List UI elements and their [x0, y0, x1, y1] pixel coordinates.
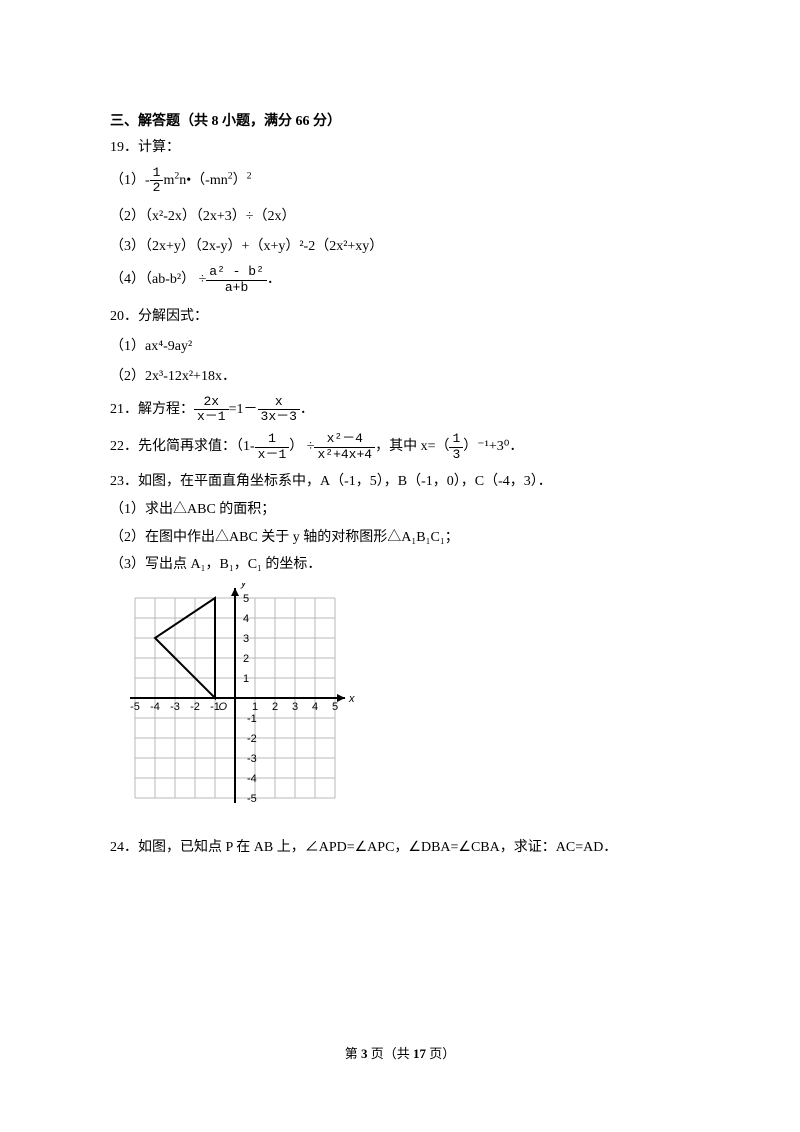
frac-half: 12	[150, 166, 164, 196]
section-title: 三、解答题（共 8 小题，满分 66 分）	[110, 110, 690, 130]
q24-num: 24．	[110, 840, 138, 855]
q19-p1-a: （1）-	[110, 173, 150, 188]
svg-text:4: 4	[243, 613, 249, 625]
q19-p4: （4）（ab-b²） ÷a² - b²a+b．	[110, 265, 690, 295]
frac-den: 2	[150, 181, 164, 195]
q21-end: ．	[300, 402, 314, 417]
svg-text:-1: -1	[247, 713, 257, 725]
frac-num: 1	[150, 166, 164, 181]
svg-text:-5: -5	[130, 701, 140, 713]
frac-den: x－1	[255, 448, 290, 462]
q19-num: 19．	[110, 140, 138, 155]
q20-p2: （2）2x³-12x²+18x．	[110, 365, 690, 385]
q20: 20．分解因式：	[110, 305, 690, 329]
svg-text:3: 3	[292, 701, 298, 713]
q23: 23．如图，在平面直角坐标系中，A（-1，5），B（-1，0），C（-4，3）．	[110, 470, 690, 494]
q19-p3: （3）（2x+y）（2x-y）+（x+y）²-2（2x²+xy）	[110, 235, 690, 255]
q21-num: 21．	[110, 402, 138, 417]
q19-p1-d: ）	[233, 173, 247, 188]
frac-q21-2: x3x－3	[258, 395, 300, 425]
svg-text:x: x	[348, 693, 355, 705]
q20-num: 20．	[110, 309, 138, 324]
q23-num: 23．	[110, 474, 138, 489]
q19-p4-end: ．	[267, 272, 281, 287]
svg-text:-5: -5	[247, 793, 257, 805]
svg-text:y: y	[240, 583, 248, 589]
footer-a: 第	[345, 1046, 361, 1061]
q24: 24．如图，已知点 P 在 AB 上，∠APD=∠APC，∠DBA=∠CBA，求…	[110, 836, 690, 860]
q22-num: 22．	[110, 439, 138, 454]
q20-label: 分解因式：	[138, 309, 208, 324]
svg-text:1: 1	[243, 673, 249, 685]
q23-p3: （3）写出点 A₁，B₁，C₁ 的坐标．	[110, 553, 690, 577]
q19: 19．计算：	[110, 136, 690, 160]
frac-den: x－1	[194, 410, 229, 424]
page: 三、解答题（共 8 小题，满分 66 分） 19．计算： （1）-12m2n•（…	[0, 0, 800, 1132]
graph-svg: -5-4-3-2-112345-5-4-3-2-112345Oxy	[110, 583, 360, 823]
q23-label: 如图，在平面直角坐标系中，A（-1，5），B（-1，0），C（-4，3）．	[138, 474, 552, 489]
frac-num: x²－4	[314, 432, 375, 447]
svg-text:4: 4	[312, 701, 318, 713]
svg-text:O: O	[218, 701, 227, 713]
frac-q22-2: x²－4x²+4x+4	[314, 432, 375, 462]
coordinate-graph: -5-4-3-2-112345-5-4-3-2-112345Oxy	[110, 583, 690, 828]
svg-text:1: 1	[252, 701, 258, 713]
svg-text:2: 2	[243, 653, 249, 665]
q22-label: 先化简再求值：（1-	[138, 439, 255, 454]
frac-q22-3: 13	[449, 432, 463, 462]
svg-text:-3: -3	[247, 753, 257, 765]
svg-text:-3: -3	[170, 701, 180, 713]
q19-p1-b: m	[163, 173, 174, 188]
q21: 21．解方程：2xx－1=1－x3x－3．	[110, 395, 690, 425]
q19-p4-div: ÷	[199, 272, 207, 287]
q22-div: ÷	[307, 439, 315, 454]
q19-p2: （2）（x²-2x）（2x+3）÷（2x）	[110, 205, 690, 225]
footer-b: 页（共	[367, 1046, 413, 1061]
frac-q21-1: 2xx－1	[194, 395, 229, 425]
q22-mid1: ）	[289, 439, 303, 454]
frac-num: 1	[255, 432, 290, 447]
q19-p1-c: n•（-mn	[179, 173, 227, 188]
q19-p4-a: （4）（ab-b²）	[110, 272, 195, 287]
frac-q22-1: 1x－1	[255, 432, 290, 462]
footer-c: 页）	[426, 1046, 455, 1061]
frac-num: 1	[449, 432, 463, 447]
svg-text:5: 5	[332, 701, 338, 713]
frac-den: 3x－3	[258, 410, 300, 424]
q21-label: 解方程：	[138, 402, 194, 417]
svg-text:5: 5	[243, 593, 249, 605]
footer-total: 17	[413, 1046, 426, 1061]
svg-text:-2: -2	[190, 701, 200, 713]
svg-text:2: 2	[272, 701, 278, 713]
q22-tail: ）⁻¹+3⁰．	[463, 439, 523, 454]
q22: 22．先化简再求值：（1-1x－1） ÷x²－4x²+4x+4，其中 x=（13…	[110, 432, 690, 462]
svg-text:-4: -4	[247, 773, 257, 785]
q24-label: 如图，已知点 P 在 AB 上，∠APD=∠APC，∠DBA=∠CBA，求证：A…	[138, 840, 617, 855]
q23-p1: （1）求出△ABC 的面积；	[110, 498, 690, 522]
q21-mid: =1－	[229, 402, 258, 417]
q23-p2: （2）在图中作出△ABC 关于 y 轴的对称图形△A₁B₁C₁；	[110, 526, 690, 550]
q22-mid2: ，其中 x=（	[375, 439, 449, 454]
frac-den: x²+4x+4	[314, 448, 375, 462]
svg-text:-4: -4	[150, 701, 160, 713]
svg-text:3: 3	[243, 633, 249, 645]
page-footer: 第 3 页（共 17 页）	[110, 1043, 690, 1062]
q19-p1: （1）-12m2n•（-mn2）2	[110, 166, 690, 196]
frac-num: a² - b²	[206, 265, 267, 280]
frac-den: a+b	[206, 281, 267, 295]
frac-q19-4: a² - b²a+b	[206, 265, 267, 295]
frac-num: x	[258, 395, 300, 410]
svg-text:-2: -2	[247, 733, 257, 745]
frac-num: 2x	[194, 395, 229, 410]
q20-p1: （1）ax⁴-9ay²	[110, 335, 690, 355]
frac-den: 3	[449, 448, 463, 462]
q19-label: 计算：	[138, 140, 180, 155]
